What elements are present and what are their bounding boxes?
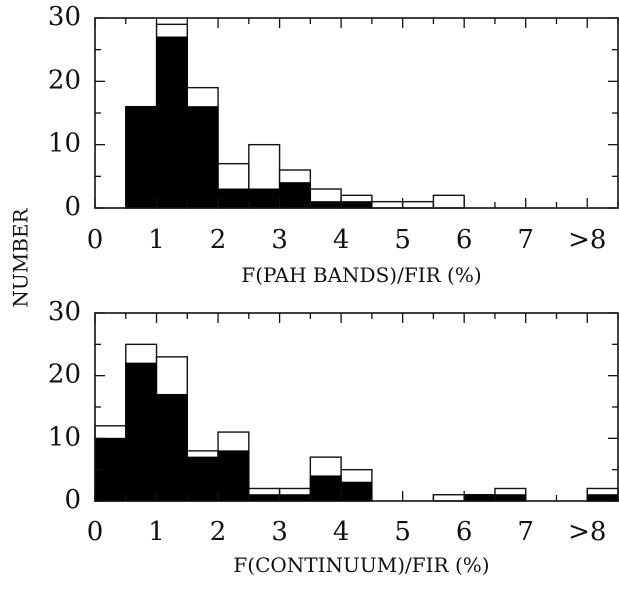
x-tick-label: 2 — [210, 225, 227, 255]
panel-continuum: 0 1 2 3 4 5 6 7 >8 0 10 20 30 F(CONTINUUM)/FIR (%) — [48, 297, 619, 577]
y-tick-label: 20 — [48, 65, 81, 95]
bar-filled — [217, 188, 250, 209]
x-tick-label: 4 — [333, 225, 350, 255]
bar-open — [371, 200, 404, 209]
bar-filled — [340, 481, 373, 502]
bar-open — [401, 200, 435, 209]
bar-filled — [186, 106, 219, 209]
x-tick-label: 6 — [456, 517, 473, 547]
bar-filled — [156, 393, 188, 502]
y-tick-label: 10 — [48, 422, 81, 452]
bar-filled — [494, 494, 527, 502]
x-tick-label: 5 — [394, 517, 411, 547]
x-axis-label: F(PAH BANDS)/FIR (%) — [241, 263, 481, 287]
bar-filled — [217, 450, 250, 502]
y-tick-label: 20 — [48, 360, 81, 390]
x-tick-label: 7 — [517, 517, 534, 547]
bar-filled — [125, 362, 158, 502]
bar-filled — [156, 36, 188, 209]
bar-filled — [340, 201, 373, 209]
bar-filled — [125, 106, 158, 209]
x-tick-label: 4 — [333, 517, 350, 547]
x-tick-label: >8 — [568, 225, 606, 255]
x-tick-label: 1 — [148, 225, 165, 255]
bar-filled — [586, 494, 619, 502]
y-tick-label: 10 — [48, 129, 81, 159]
x-tick-label: 0 — [87, 517, 104, 547]
y-tick-label: 30 — [48, 2, 81, 32]
x-tick-label: 5 — [394, 225, 411, 255]
x-tick-label: 1 — [148, 517, 165, 547]
y-tick-label: 0 — [64, 485, 81, 515]
bar-filled — [186, 456, 219, 502]
x-axis-label: F(CONTINUUM)/FIR (%) — [233, 553, 489, 577]
x-tick-label: 7 — [517, 225, 534, 255]
bar-filled — [248, 188, 281, 209]
x-tick-label: 2 — [210, 517, 227, 547]
bar-filled — [309, 201, 342, 209]
y-tick-label: 30 — [48, 297, 81, 327]
bar-filled — [248, 494, 281, 502]
bar-filled — [463, 494, 496, 502]
bar-filled — [279, 494, 311, 502]
x-tick-label: 3 — [271, 225, 288, 255]
bar-open — [432, 494, 465, 502]
bar-filled — [279, 182, 311, 209]
y-tick-label: 0 — [64, 192, 81, 222]
x-tick-label: >8 — [568, 517, 606, 547]
x-tick-label: 6 — [456, 225, 473, 255]
bar-open — [432, 194, 465, 209]
y-axis-label: NUMBER — [9, 207, 33, 307]
x-tick-label: 0 — [87, 225, 104, 255]
x-tick-label: 3 — [271, 517, 288, 547]
bar-filled — [309, 475, 342, 502]
panel-pah-bands: 0 1 2 3 4 5 6 7 >8 0 10 20 30 F(PAH BANDS)/FIR (%) — [48, 2, 619, 287]
